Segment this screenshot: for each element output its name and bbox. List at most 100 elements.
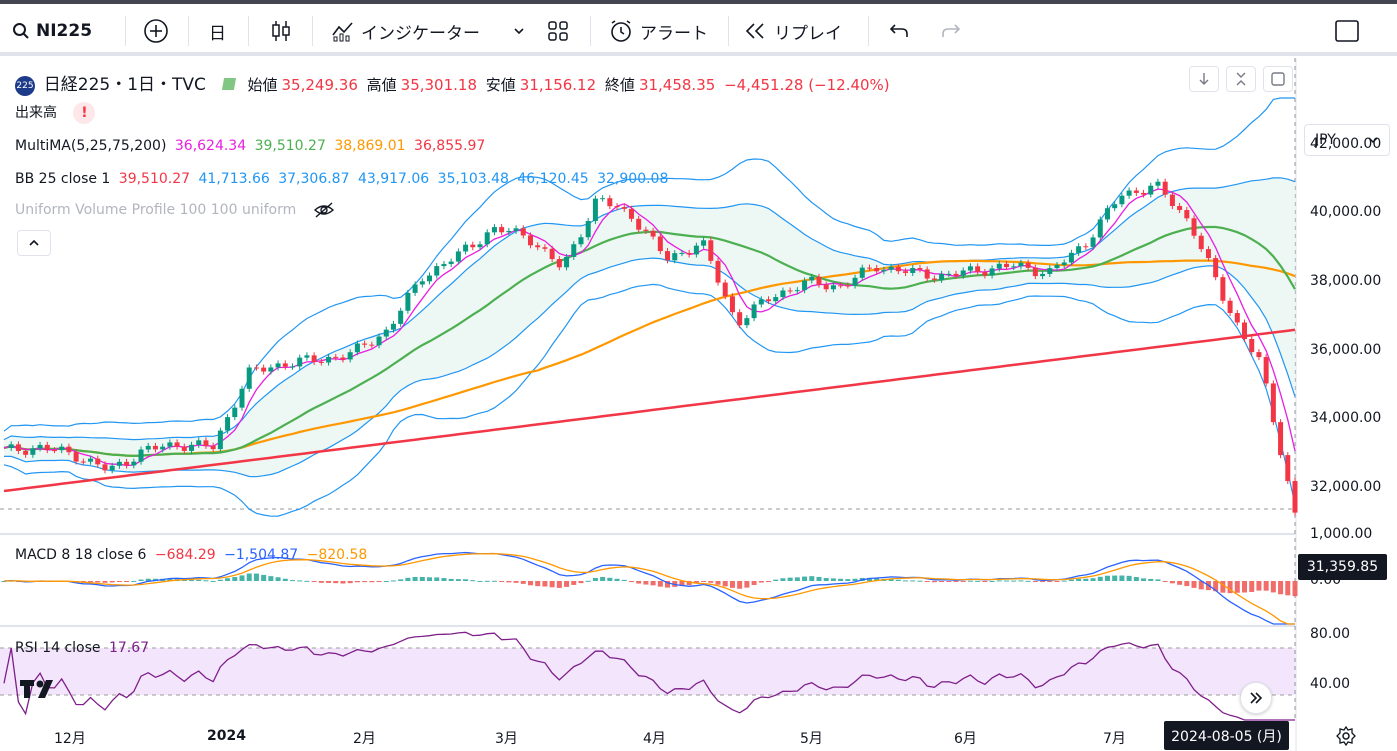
candle-body (1119, 195, 1125, 205)
macd-histogram-bar (463, 579, 469, 581)
macd-histogram-bar (1011, 580, 1017, 582)
maximize-pane-button[interactable] (1263, 66, 1293, 92)
time-axis-label: 7月 (1103, 731, 1126, 747)
warning-icon[interactable]: ! (73, 102, 96, 124)
candle-body (412, 284, 418, 293)
low-label: 安値 (485, 76, 516, 94)
candle-body (1047, 268, 1053, 274)
candle-body (383, 329, 389, 337)
time-axis-label: 6月 (954, 731, 977, 747)
macd-histogram-bar (917, 580, 923, 582)
candle-body (304, 355, 310, 358)
fullscreen-button[interactable] (1334, 14, 1360, 48)
close-value: 31,458.35 (638, 76, 716, 94)
eye-off-icon[interactable] (313, 202, 335, 218)
indicators-button[interactable]: インジケーター (331, 14, 480, 48)
replay-label: リプレイ (774, 23, 842, 44)
macd-histogram-bar (657, 581, 663, 587)
candle-body (427, 275, 433, 282)
uvp-label: Uniform Volume Profile 100 100 uniform (15, 202, 297, 218)
alert-button[interactable]: アラート (608, 14, 708, 48)
replay-button[interactable]: リプレイ (744, 14, 842, 48)
collapse-legend-button[interactable] (17, 230, 51, 256)
rsi-legend[interactable]: RSI 14 close 17.67 (15, 640, 153, 656)
macd-histogram-bar (766, 581, 772, 582)
candle-body (628, 208, 634, 219)
macd-histogram-bar (376, 581, 382, 582)
redo-button[interactable] (940, 14, 962, 48)
main-legend: 225 日経225・1日・TVC 始値 35,249.36 高値 35,301.18… (15, 70, 894, 96)
macd-histogram-bar (751, 581, 757, 585)
macd-legend[interactable]: MACD 8 18 close 6 −684.29 −1,504.87 −820… (15, 547, 371, 563)
macd-histogram-bar (484, 580, 490, 582)
bb-legend[interactable]: BB 25 close 1 39,510.27 41,713.66 37,306… (15, 171, 672, 187)
symbol-search-button[interactable]: NI225 (12, 14, 92, 48)
chart-type-button[interactable] (270, 14, 292, 48)
candle-body (246, 367, 252, 389)
square-icon (1335, 20, 1359, 42)
candle-body (37, 444, 43, 449)
move-down-button[interactable] (1189, 66, 1219, 92)
macd-histogram-bar (686, 581, 692, 586)
open-value: 35,249.36 (281, 76, 358, 94)
candle-body (845, 285, 851, 287)
chart-canvas[interactable] (0, 58, 1397, 751)
candle-body (1263, 357, 1269, 384)
bb-value: 41,713.66 (198, 171, 270, 187)
price-axis-label: 40,000.00 (1310, 204, 1382, 220)
macd-histogram-bar (261, 574, 267, 581)
interval-button[interactable]: 日 (209, 14, 226, 48)
candle-body (679, 252, 685, 254)
candle-body (737, 312, 743, 326)
candle-body (232, 407, 238, 418)
macd-histogram-bar (708, 581, 714, 583)
macd-histogram-bar (1112, 575, 1118, 581)
bb-value: 32,900.08 (597, 171, 669, 187)
candle-body (470, 244, 476, 248)
candle-body (672, 253, 678, 261)
macd-histogram-bar (996, 580, 1002, 582)
candle-body (419, 281, 425, 285)
candle-body (1141, 192, 1147, 195)
layout-button[interactable] (546, 14, 570, 48)
currency-select[interactable]: JPY (1304, 124, 1390, 156)
undo-button[interactable] (888, 14, 910, 48)
candle-body (1292, 481, 1298, 513)
compare-button[interactable] (143, 14, 169, 48)
search-icon (13, 23, 29, 39)
candle-body (253, 367, 259, 369)
macd-histogram-bar (1242, 581, 1248, 593)
macd-histogram-bar (931, 581, 937, 583)
macd-histogram-bar (1155, 579, 1161, 581)
candle-body (513, 228, 519, 231)
chart-settings-button[interactable] (1336, 725, 1356, 750)
multima-legend[interactable]: MultiMA(5,25,75,200) 36,624.34 39,510.27… (15, 138, 489, 154)
indicators-dropdown-button[interactable] (512, 14, 526, 48)
ma200-value: 36,855.97 (414, 138, 486, 154)
symbol-badge[interactable]: 225 (15, 75, 35, 96)
candle-body (1285, 455, 1291, 482)
time-axis-label: 5月 (800, 731, 823, 747)
alert-label: アラート (640, 23, 708, 44)
candle-body (210, 445, 216, 450)
macd-histogram-bar (88, 581, 94, 583)
macd-histogram-bar (116, 581, 122, 582)
time-axis-label: 3月 (495, 731, 518, 747)
macd-histogram-bar (1263, 581, 1269, 591)
volume-legend[interactable]: 出来高 ! (15, 102, 99, 124)
legend-title[interactable]: 日経225・1日・TVC (43, 75, 206, 95)
chevron-down-icon (1368, 137, 1378, 144)
low-value: 31,156.12 (519, 76, 597, 94)
ma25-value: 39,510.27 (254, 138, 326, 154)
macd-histogram-bar (628, 581, 634, 582)
candle-body (217, 430, 223, 450)
collapse-pane-button[interactable] (1226, 66, 1256, 92)
uvp-legend[interactable]: Uniform Volume Profile 100 100 uniform (15, 202, 335, 218)
scroll-to-realtime-button[interactable] (1240, 682, 1272, 714)
macd-histogram-bar (953, 581, 959, 582)
candle-body (80, 461, 86, 463)
macd-histogram-bar (203, 580, 209, 582)
chart-area[interactable]: 225 日経225・1日・TVC 始値 35,249.36 高値 35,301.18… (0, 58, 1397, 751)
macd-signal-line (3, 553, 1295, 625)
tradingview-logo[interactable] (20, 678, 60, 706)
